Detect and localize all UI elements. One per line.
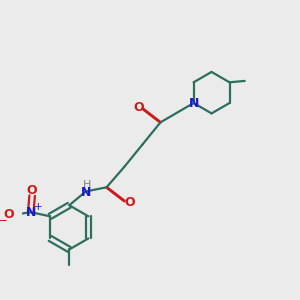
Text: N: N (188, 97, 199, 110)
Text: +: + (34, 202, 43, 212)
Text: H: H (82, 180, 91, 190)
Text: O: O (124, 196, 135, 209)
Text: O: O (133, 101, 144, 114)
Text: N: N (81, 185, 91, 199)
Text: N: N (26, 206, 36, 219)
Text: −: − (0, 214, 7, 227)
Text: O: O (27, 184, 38, 197)
Text: O: O (3, 208, 14, 221)
